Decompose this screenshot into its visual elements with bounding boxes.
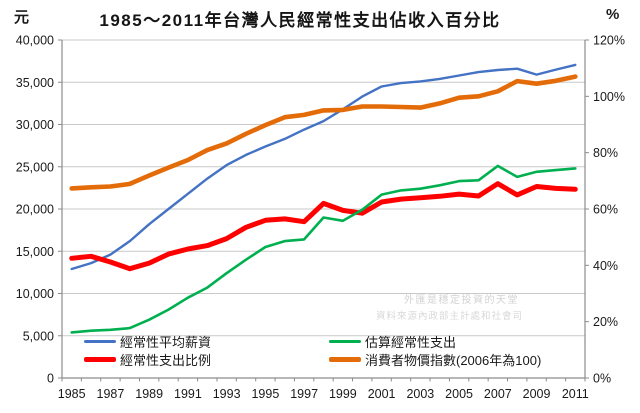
estimated-expense-line-swatch (329, 339, 361, 343)
legend-item-estimated-expense: 估算經常性支出 (329, 332, 541, 350)
y-axis-right-tick-label: 40% (593, 259, 618, 273)
watermark-line-1: 外匯是穩定投資的天堂 (404, 295, 519, 306)
legend-item-cpi: 消費者物價指數(2006年為100) (329, 350, 541, 368)
y-axis-left-tick-label: 15,000 (16, 245, 54, 259)
x-axis-tick-label: 1999 (329, 387, 357, 401)
series-line-right (69, 74, 578, 191)
x-axis-tick-label: 1989 (135, 387, 163, 401)
x-axis-tick-label: 2005 (445, 387, 473, 401)
legend-column-right: 估算經常性支出 消費者物價指數(2006年為100) (329, 332, 541, 368)
x-axis-tick-label: 1987 (97, 387, 125, 401)
x-axis-tick-label: 2003 (406, 387, 434, 401)
x-axis-tick-label: 1993 (213, 387, 241, 401)
series-line-left (70, 164, 577, 334)
series-line-left (70, 63, 577, 271)
x-axis-tick-label: 2009 (523, 387, 551, 401)
x-axis-tick-label: 1991 (174, 387, 202, 401)
y-axis-right-tick-label: 100% (593, 90, 625, 104)
y-axis-right-tick-label: 0% (593, 372, 611, 386)
y-axis-right-tick-label: 80% (593, 146, 618, 160)
y-axis-left-tick-label: 35,000 (16, 76, 54, 90)
legend-label: 消費者物價指數(2006年為100) (365, 352, 542, 368)
y-axis-right-tick-label: 20% (593, 315, 618, 329)
y-axis-left-tick-label: 30,000 (16, 118, 54, 132)
legend-label: 估算經常性支出 (365, 334, 457, 350)
right-axis-unit-label: % (606, 6, 620, 23)
y-axis-right-tick-label: 60% (593, 203, 618, 217)
y-axis-left-tick-label: 5,000 (23, 329, 54, 343)
y-axis-left-tick-label: 25,000 (16, 160, 54, 174)
legend-column-left: 經常性平均薪資 經常性支出比例 (84, 332, 211, 368)
y-axis-right-tick-label: 120% (593, 34, 625, 48)
x-axis-tick-label: 2007 (484, 387, 512, 401)
legend-label: 經常性支出比例 (120, 352, 212, 368)
x-axis-tick-label: 2011 (562, 387, 589, 401)
x-axis-tick-label: 1997 (290, 387, 318, 401)
left-axis-unit-label: 元 (14, 9, 30, 26)
x-axis-tick-label: 2001 (368, 387, 396, 401)
x-axis-tick-label: 1995 (251, 387, 279, 401)
expense-ratio-line-swatch (84, 356, 116, 362)
salary-line-swatch (84, 339, 116, 343)
chart-title: 1985～2011年台灣人民經常性支出佔收入百分比 (99, 11, 501, 30)
y-axis-left-tick-label: 0 (47, 372, 54, 386)
legend-label: 經常性平均薪資 (120, 334, 212, 350)
cpi-line-swatch (329, 356, 361, 362)
watermark-line-2: 資料來源內政部主計處和社會司 (376, 311, 524, 322)
y-axis-left-tick-label: 10,000 (16, 287, 54, 301)
y-axis-left-tick-label: 20,000 (16, 203, 54, 217)
x-axis-tick-label: 1985 (58, 387, 86, 401)
legend-item-expense-ratio: 經常性支出比例 (84, 350, 211, 368)
legend-item-salary: 經常性平均薪資 (84, 332, 211, 350)
y-axis-left-tick-label: 40,000 (16, 34, 54, 48)
series-line-right (69, 181, 578, 272)
